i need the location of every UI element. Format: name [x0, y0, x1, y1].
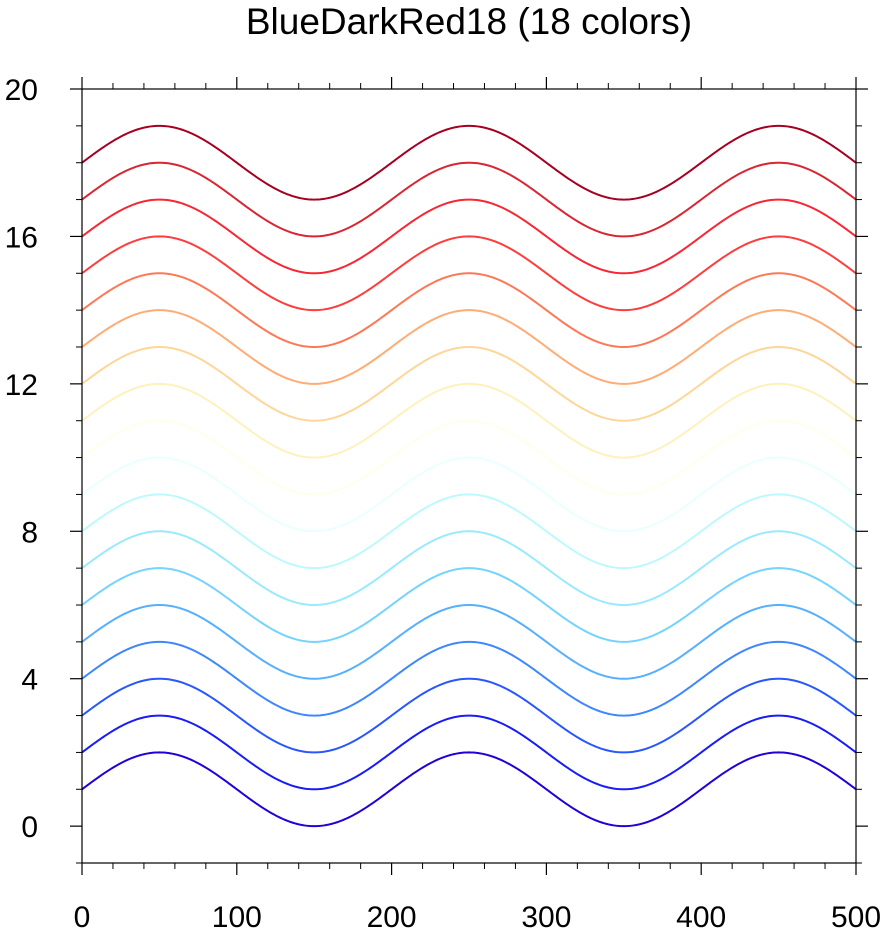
series-line-14	[81, 272, 857, 348]
plot-frame	[81, 88, 857, 864]
chart-title: BlueDarkRed18 (18 colors)	[246, 1, 692, 42]
series-layer	[81, 124, 857, 828]
series-line-9	[81, 456, 857, 533]
y-tick-label: 4	[21, 664, 38, 697]
series-line-12	[81, 346, 857, 422]
series-line-1	[81, 751, 857, 828]
y-tick-label: 12	[5, 369, 38, 402]
series-line-11	[81, 382, 857, 459]
x-tick-label: 500	[831, 901, 881, 934]
series-line-4	[81, 640, 857, 717]
x-tick-label: 400	[676, 901, 726, 934]
x-tick-label: 300	[521, 901, 571, 934]
x-tick-label: 200	[367, 901, 417, 934]
series-line-10	[81, 419, 857, 496]
y-tick-label: 0	[21, 811, 38, 844]
axes-layer: 0 100 200 300 400 500 0 4 8 12 16 20	[5, 74, 881, 934]
y-tick-label: 16	[5, 221, 38, 254]
series-line-18	[81, 124, 857, 201]
series-line-6	[81, 567, 857, 643]
y-tick-label: 20	[5, 74, 38, 107]
x-tick-label: 100	[212, 901, 262, 934]
series-line-16	[81, 198, 857, 275]
series-line-2	[81, 714, 857, 791]
series-line-17	[81, 161, 857, 238]
y-tick-label: 8	[21, 516, 38, 549]
series-line-8	[81, 493, 857, 570]
x-tick-label: 0	[74, 901, 91, 934]
series-line-3	[81, 677, 857, 754]
series-line-7	[81, 530, 857, 606]
series-line-5	[81, 604, 857, 680]
series-line-13	[81, 309, 857, 385]
series-line-15	[81, 235, 857, 312]
